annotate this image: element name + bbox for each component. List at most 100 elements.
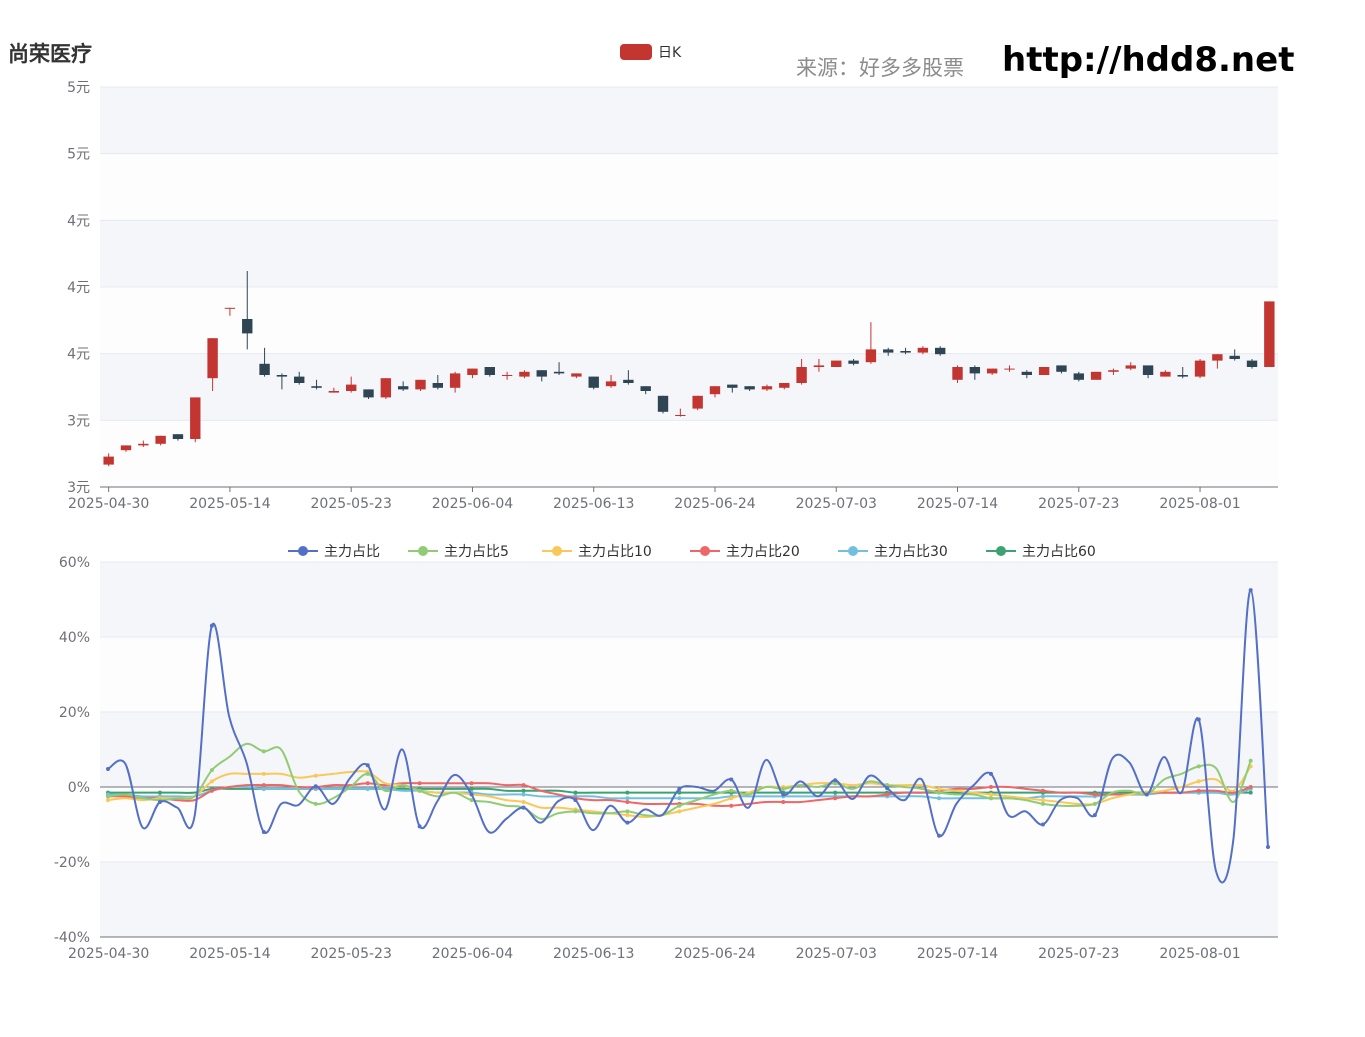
kline-x-tick-label: 2025-05-14 <box>189 496 270 512</box>
series-point <box>1196 717 1201 722</box>
candle-body <box>605 381 617 387</box>
candle-body <box>796 367 807 383</box>
candle-body <box>207 338 218 379</box>
candle <box>1212 354 1223 369</box>
kline-x-tick-label: 2025-07-14 <box>917 496 998 512</box>
candle <box>519 370 530 379</box>
series-point <box>885 786 890 791</box>
candle <box>1021 370 1033 379</box>
series-point <box>1248 588 1253 593</box>
candle <box>207 338 218 391</box>
series-point <box>1040 794 1045 799</box>
series-point <box>365 771 370 776</box>
kline-grid-band <box>100 287 1278 354</box>
candle-body <box>917 347 929 353</box>
series-point <box>365 763 370 768</box>
candle-body <box>865 349 877 363</box>
candle-body <box>519 371 530 377</box>
series-point <box>1196 779 1201 784</box>
candle-body <box>727 384 738 388</box>
ratio-x-tick-label: 2025-06-04 <box>432 946 513 962</box>
series-point <box>106 767 110 771</box>
series-point <box>1266 845 1270 849</box>
candle <box>1073 371 1084 382</box>
series-point <box>417 781 422 786</box>
candle-body <box>1177 375 1188 377</box>
candle-body <box>484 367 495 375</box>
candle <box>363 389 374 399</box>
series-point <box>209 623 214 628</box>
series-point <box>833 790 838 795</box>
series-point <box>729 803 734 808</box>
candle-body <box>1108 370 1119 372</box>
series-point <box>937 786 942 791</box>
ratio-grid-band <box>100 712 1278 787</box>
candle-body <box>397 386 409 390</box>
series-point <box>729 796 734 801</box>
candle <box>120 445 132 452</box>
ratio-x-tick-label: 2025-07-03 <box>796 946 877 962</box>
candle <box>969 365 981 380</box>
legend-marker <box>700 546 710 556</box>
candle-body <box>449 373 461 388</box>
candle-body <box>536 370 547 377</box>
candle-body <box>588 376 599 388</box>
candle <box>380 378 392 399</box>
candle-body <box>969 367 981 374</box>
series-point <box>1196 788 1201 793</box>
candle <box>917 346 929 355</box>
series-point <box>781 800 786 804</box>
candle <box>952 365 963 383</box>
candle <box>259 347 270 377</box>
kline-y-tick-label: 4元 <box>67 213 90 229</box>
series-point <box>988 785 993 789</box>
candle-body <box>242 319 253 334</box>
series-point <box>261 749 266 754</box>
ratio-x-tick-label: 2025-05-23 <box>311 946 392 962</box>
candle <box>883 347 894 356</box>
candle <box>553 362 565 375</box>
candle-body <box>1125 365 1136 369</box>
candle <box>1125 362 1136 371</box>
stock-title: 尚荣医疗 <box>8 42 92 66</box>
series-point <box>261 783 266 788</box>
series-point <box>988 771 993 776</box>
series-point <box>209 768 214 773</box>
series-point <box>365 781 370 786</box>
candle-body <box>259 363 270 375</box>
candle <box>432 375 444 390</box>
candle <box>727 384 738 393</box>
site-url[interactable]: http://hdd8.net <box>1002 40 1295 80</box>
candle-body <box>675 415 686 416</box>
candle-body <box>1090 371 1102 380</box>
candle <box>484 367 495 377</box>
candle-body <box>1021 371 1033 375</box>
series-point <box>469 798 474 803</box>
series-point <box>157 800 162 804</box>
kline-grid-band <box>100 353 1278 421</box>
candle <box>571 373 582 379</box>
candle-body <box>1038 367 1050 375</box>
candle <box>1246 359 1258 369</box>
candle-body <box>1212 354 1223 361</box>
legend-marker <box>418 546 428 556</box>
ratio-y-tick-label: 20% <box>59 705 90 721</box>
ratio-x-tick-label: 2025-05-14 <box>189 946 270 962</box>
candle <box>831 360 842 367</box>
candle-body <box>1246 360 1258 367</box>
series-line <box>107 589 1269 884</box>
series-point <box>1092 792 1097 797</box>
series-point <box>573 790 578 795</box>
candle-body <box>501 375 513 376</box>
series-point <box>313 773 318 778</box>
candle <box>709 386 721 398</box>
candle <box>1038 367 1050 375</box>
legend-item: 主力占比 <box>288 544 380 560</box>
kline-y-tick-label: 3元 <box>67 480 90 496</box>
candle-body <box>571 373 582 377</box>
series-point <box>573 798 578 803</box>
kline-x-tick-label: 2025-05-23 <box>311 496 392 512</box>
kline-x-tick-label: 2025-04-30 <box>68 496 149 512</box>
candle <box>865 322 877 364</box>
ratio-x-tick-label: 2025-06-24 <box>674 946 755 962</box>
